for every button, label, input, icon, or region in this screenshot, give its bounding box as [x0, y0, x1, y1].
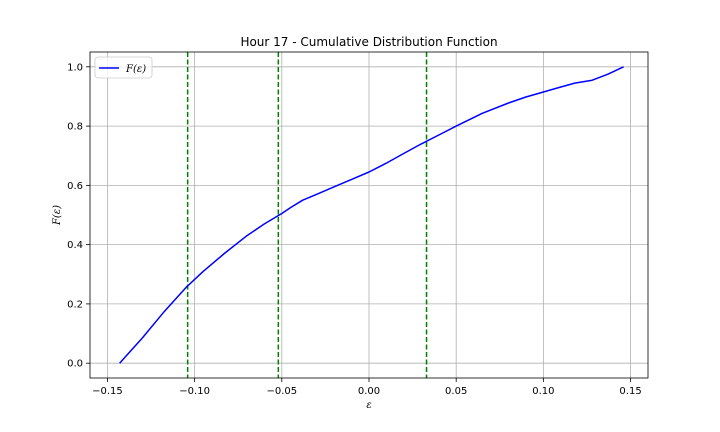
- y-tick-label: 0.0: [67, 359, 83, 370]
- x-tick-label: −0.15: [92, 386, 123, 397]
- x-tick-label: 0.00: [358, 386, 380, 397]
- y-tick-label: 1.0: [67, 62, 83, 73]
- x-tick-label: −0.10: [179, 386, 210, 397]
- y-tick-label: 0.8: [67, 122, 83, 133]
- series-layer: [119, 66, 624, 364]
- y-tick-label: 0.6: [67, 181, 83, 192]
- legend: F(ε): [94, 56, 153, 79]
- x-tick-label: 0.05: [445, 386, 467, 397]
- ticks: −0.15 −0.10 −0.05 0.00 0.05 0.10 0.15 0.0 0.2 0.4…: [67, 62, 642, 397]
- grid: [90, 52, 648, 378]
- x-tick-label: −0.05: [266, 386, 297, 397]
- legend-box: [94, 56, 153, 79]
- y-tick-label: 0.4: [67, 240, 83, 251]
- y-tick-label: 0.2: [67, 299, 83, 310]
- x-tick-label: 0.10: [532, 386, 554, 397]
- vertical-lines: [186, 52, 428, 378]
- legend-entry: F(ε): [125, 64, 146, 75]
- cdf-series-line: [119, 66, 624, 364]
- chart-title: Hour 17 - Cumulative Distribution Functi…: [240, 35, 497, 49]
- x-axis-label: ε: [366, 400, 371, 411]
- x-tick-label: 0.15: [619, 386, 641, 397]
- y-axis-label: F(ε): [52, 205, 63, 226]
